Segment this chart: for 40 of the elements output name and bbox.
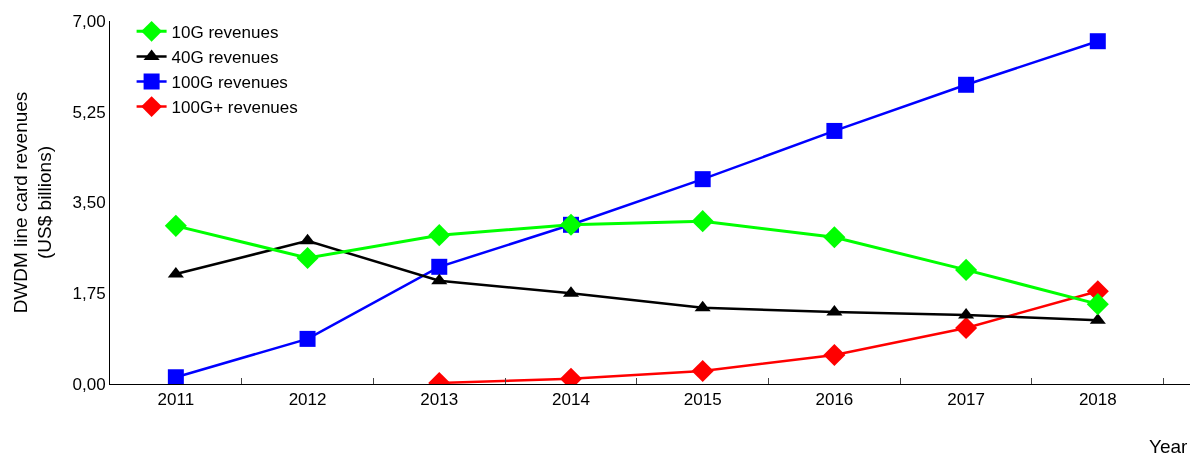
x-tick-label: 2016 <box>815 390 854 410</box>
legend-label: 100G+ revenues <box>171 98 298 118</box>
x-tick-label: 2017 <box>947 390 986 410</box>
point <box>431 273 448 285</box>
point <box>164 214 187 237</box>
point <box>167 369 184 384</box>
legend-label: 40G revenues <box>171 48 279 68</box>
point <box>958 76 975 93</box>
point <box>694 171 711 188</box>
point <box>823 226 846 249</box>
point <box>955 316 978 340</box>
point <box>1089 33 1106 50</box>
point <box>691 359 714 383</box>
y-tick-label: 1,75 <box>72 284 106 304</box>
point <box>1086 293 1109 316</box>
point <box>955 258 978 281</box>
y-axis-title: DWDM line card revenues (US$ billions) <box>9 91 56 314</box>
y-tick-label: 7,00 <box>72 11 106 31</box>
legend-label: 100G revenues <box>171 73 288 93</box>
point <box>296 246 319 270</box>
x-tick-label: 2015 <box>683 390 722 410</box>
point <box>823 343 846 367</box>
point <box>826 122 843 139</box>
y-tick-label: 0,00 <box>72 374 106 394</box>
y-tick-label: 5,25 <box>72 102 106 122</box>
point <box>299 233 316 245</box>
point <box>826 304 843 316</box>
legend-label: 10G revenues <box>171 22 279 42</box>
x-tick-label: 2013 <box>420 390 459 410</box>
point <box>694 300 711 312</box>
x-axis-title: Year <box>1149 436 1189 457</box>
x-tick-label: 2012 <box>288 390 327 410</box>
y-tick-label: 3,50 <box>72 193 106 213</box>
point <box>431 258 448 275</box>
x-tick-label: 2018 <box>1078 390 1117 410</box>
x-tick-label: 2011 <box>157 390 195 410</box>
x-tick-label: 2014 <box>552 390 590 410</box>
point <box>428 224 451 247</box>
point <box>691 210 714 233</box>
point <box>299 330 316 347</box>
